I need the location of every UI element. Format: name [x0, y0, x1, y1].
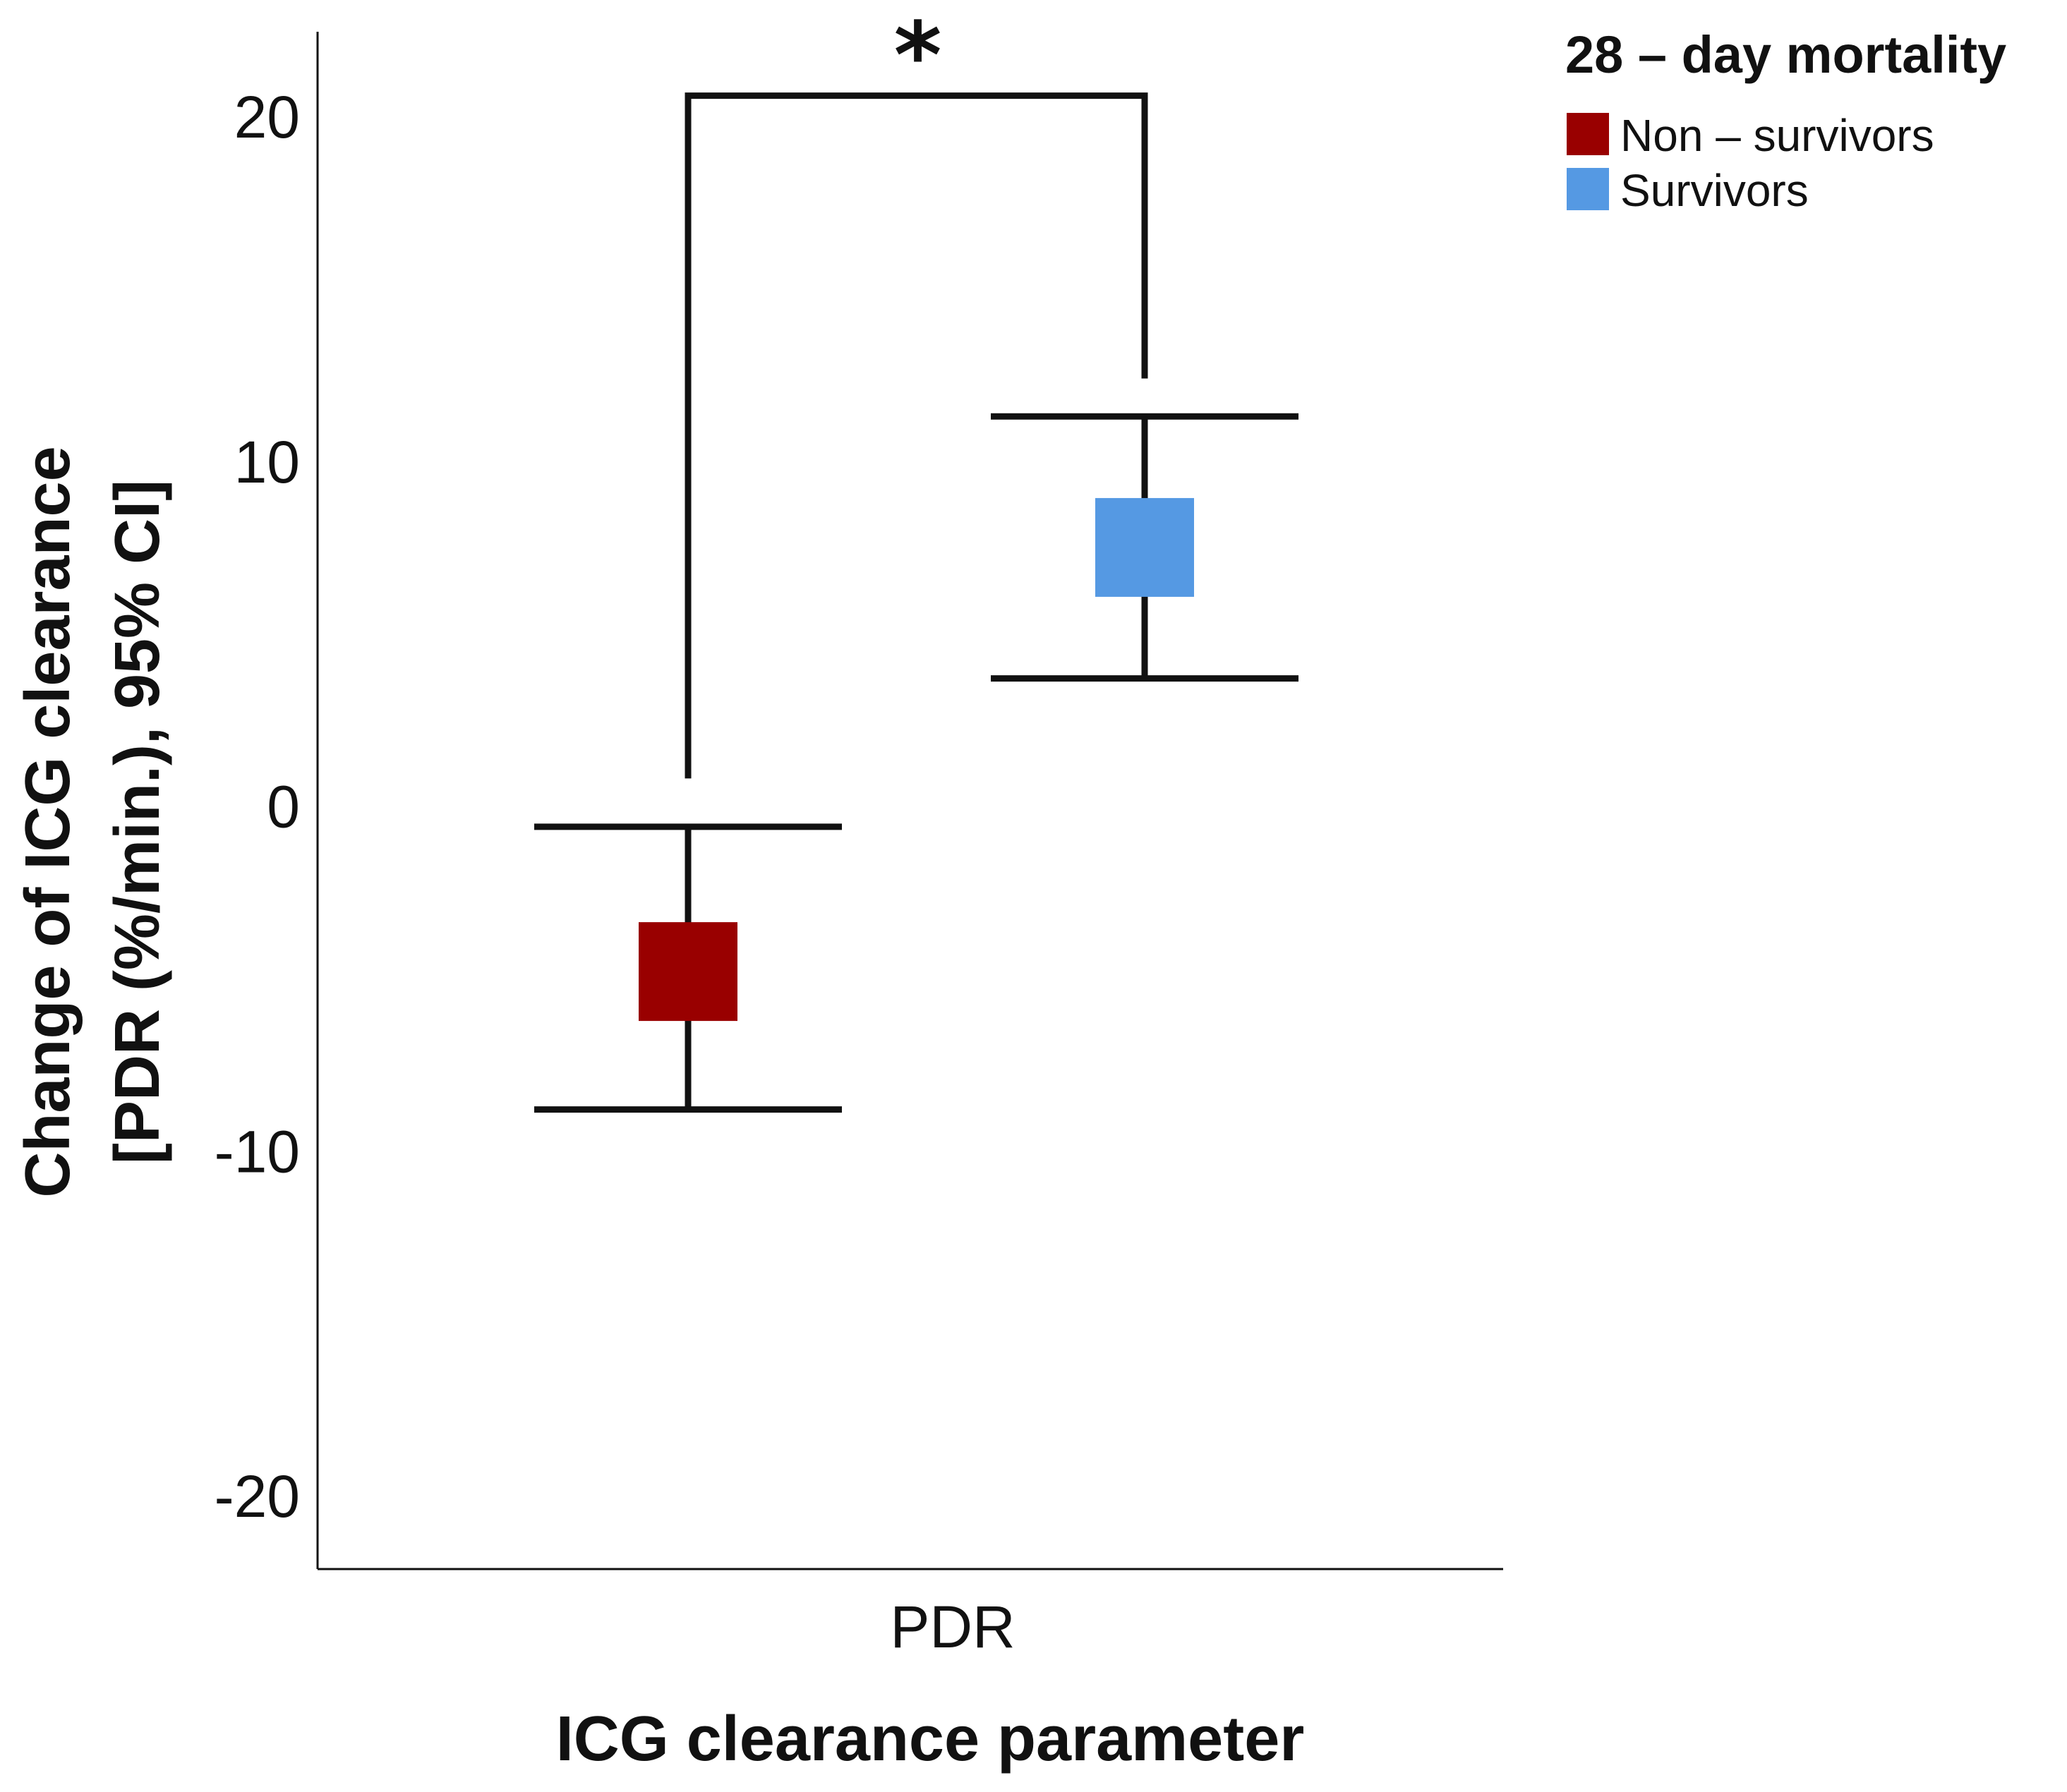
series-group: [534, 413, 1298, 1113]
y-tick-label: -20: [215, 1463, 300, 1530]
y-tick-label: -10: [215, 1118, 300, 1185]
y-tick-label: 20: [234, 84, 300, 150]
y-tick-label: 0: [267, 774, 300, 840]
legend-title: 28 – day mortality: [1565, 25, 2006, 84]
x-tick-label: PDR: [890, 1594, 1015, 1660]
mean-marker: [1095, 497, 1194, 597]
legend-label-non-survivors: Non – survivors: [1620, 110, 1934, 161]
legend-swatch-non-survivors: [1567, 113, 1609, 155]
x-axis-title: ICG clearance parameter: [556, 1704, 1305, 1774]
mean-marker: [639, 922, 737, 1022]
legend-swatch-survivors: [1567, 168, 1609, 210]
y-axis-title-line1: Change of ICG clearance: [13, 446, 83, 1197]
y-axis-title-line2: [PDR (%/min.), 95% CI]: [102, 480, 173, 1164]
significance-star: *: [894, 2, 942, 109]
significance-bracket: [685, 92, 1148, 779]
y-tick-labels: 20 10 0 -10 -20: [215, 84, 300, 1530]
legend: 28 – day mortality Non – survivors Survi…: [1565, 25, 2006, 216]
legend-label-survivors: Survivors: [1620, 165, 1809, 216]
y-tick-label: 10: [234, 429, 300, 495]
